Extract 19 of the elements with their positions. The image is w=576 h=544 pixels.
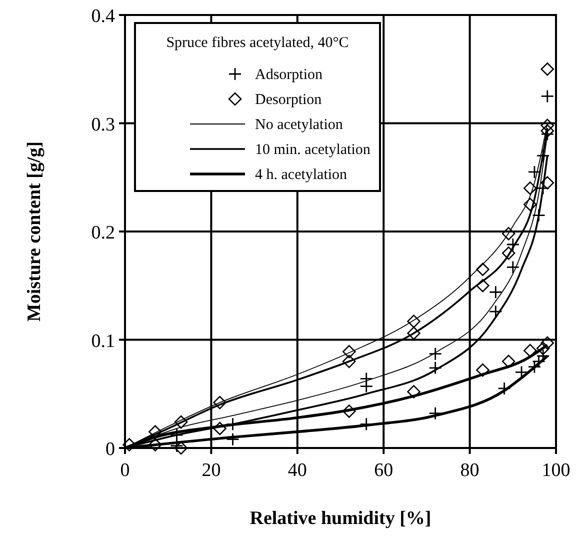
x-tick-label: 80 <box>460 460 480 481</box>
legend-label: Adsorption <box>255 67 323 83</box>
legend-label: No acetylation <box>255 117 344 133</box>
x-tick-label: 100 <box>542 460 570 481</box>
y-tick-label: 0.4 <box>91 6 116 27</box>
x-tick-label: 20 <box>202 460 221 481</box>
x-tick-label: 60 <box>374 460 394 481</box>
y-tick-label: 0.2 <box>91 222 115 244</box>
y-tick-label: 0.3 <box>91 114 115 136</box>
legend-title: Spruce fibres acetylated, 40°C <box>166 35 349 51</box>
legend-label: 10 min. acetylation <box>255 142 371 158</box>
x-tick-label: 0 <box>120 460 130 481</box>
legend-label: 4 h. acetylation <box>255 167 348 183</box>
y-tick-label: 0 <box>106 439 115 460</box>
legend-label: Desorption <box>255 92 322 108</box>
x-tick-label: 40 <box>288 460 307 481</box>
x-axis-title: Relative humidity [%] <box>250 508 432 529</box>
y-tick-label: 0.1 <box>91 330 115 352</box>
y-axis-title: Moisture content [g/g] <box>24 141 45 322</box>
